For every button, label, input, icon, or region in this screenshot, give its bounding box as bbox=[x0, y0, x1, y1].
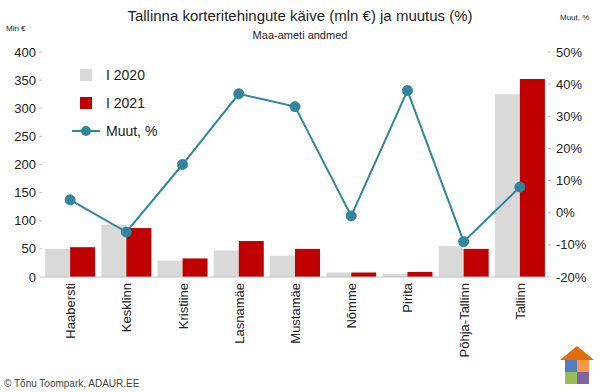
bar bbox=[295, 249, 320, 277]
y-tick-label: 250 bbox=[14, 129, 36, 144]
y-tick bbox=[39, 248, 42, 249]
y2-tick-label: 40% bbox=[556, 77, 582, 92]
y2-tick-label: 0% bbox=[556, 205, 575, 220]
legend-swatch bbox=[80, 69, 92, 81]
x-tick-label: Lasnamäe bbox=[232, 283, 247, 344]
y2-tick bbox=[548, 180, 551, 181]
x-tick-label: Kristiine bbox=[176, 283, 191, 329]
logo-roof bbox=[560, 346, 594, 360]
bar bbox=[439, 246, 464, 277]
x-tick-label: Kesklinn bbox=[119, 283, 134, 332]
x-tick-label: Pirita bbox=[400, 282, 415, 312]
y-tick bbox=[39, 136, 42, 137]
y-axis-label: Mln € bbox=[6, 24, 26, 33]
y2-tick bbox=[548, 244, 551, 245]
y2-tick bbox=[548, 84, 551, 85]
bar bbox=[45, 249, 70, 277]
logo-piece bbox=[577, 372, 589, 384]
y2-tick bbox=[548, 212, 551, 213]
logo-piece bbox=[577, 360, 589, 372]
y2-tick bbox=[548, 52, 551, 53]
legend-label: I 2020 bbox=[106, 67, 145, 83]
marker bbox=[234, 89, 244, 99]
y-tick bbox=[39, 108, 42, 109]
y-tick-label: 350 bbox=[14, 73, 36, 88]
y2-tick bbox=[548, 116, 551, 117]
annotation: © Tõnu Toompark, ADAUR.EE bbox=[4, 378, 140, 389]
y-tick-label: 150 bbox=[14, 185, 36, 200]
marker bbox=[178, 160, 188, 170]
bar bbox=[351, 273, 376, 278]
chart: Tallinna korteritehingute käive (mln €) … bbox=[0, 0, 600, 392]
y2-tick-label: 20% bbox=[556, 141, 582, 156]
marker bbox=[121, 227, 131, 237]
y-tick bbox=[39, 52, 42, 53]
y-tick bbox=[39, 192, 42, 193]
y-tick-label: 300 bbox=[14, 101, 36, 116]
y-tick-label: 100 bbox=[14, 213, 36, 228]
bar bbox=[407, 272, 432, 277]
marker bbox=[515, 182, 525, 192]
y2-tick bbox=[548, 148, 551, 149]
bar bbox=[183, 258, 208, 277]
logo bbox=[560, 346, 594, 384]
legend-swatch bbox=[80, 97, 92, 109]
y2-tick-label: -20% bbox=[556, 270, 587, 285]
x-axis bbox=[42, 277, 548, 278]
subtitle: Maa-ameti andmed bbox=[253, 29, 348, 41]
legend-marker bbox=[81, 126, 91, 136]
y2-tick bbox=[548, 277, 551, 278]
bar bbox=[520, 79, 545, 277]
y-tick bbox=[39, 220, 42, 221]
marker bbox=[65, 195, 75, 205]
logo-piece bbox=[565, 360, 577, 372]
marker bbox=[346, 211, 356, 221]
bar bbox=[70, 247, 95, 277]
x-tick-label: Põhja-Tallinn bbox=[457, 283, 472, 357]
x-tick-label: Nõmme bbox=[344, 283, 359, 329]
y-tick-label: 200 bbox=[14, 157, 36, 172]
logo-piece bbox=[565, 372, 577, 384]
y2-tick-label: 50% bbox=[556, 45, 582, 60]
y-tick bbox=[39, 164, 42, 165]
line bbox=[70, 91, 520, 242]
bar bbox=[239, 241, 264, 277]
y-tick bbox=[39, 80, 42, 81]
y2-tick-label: 10% bbox=[556, 173, 582, 188]
y2-axis-label: Muut, % bbox=[560, 13, 589, 22]
y-tick bbox=[39, 277, 42, 278]
x-tick-label: Haabersti bbox=[63, 283, 78, 339]
bar bbox=[326, 273, 351, 278]
legend-label: Muut, % bbox=[106, 123, 157, 139]
x-tick-label: Mustamäe bbox=[288, 283, 303, 344]
plot-area bbox=[45, 79, 545, 277]
bar bbox=[464, 249, 489, 277]
y-tick-label: 400 bbox=[14, 45, 36, 60]
x-tick-label: Tallinn bbox=[513, 283, 528, 320]
bar bbox=[270, 256, 295, 277]
y-tick-label: 0 bbox=[29, 270, 36, 285]
legend-label: I 2021 bbox=[106, 95, 145, 111]
y2-tick-label: 30% bbox=[556, 109, 582, 124]
y-tick-label: 50 bbox=[22, 241, 36, 256]
bar bbox=[158, 261, 183, 277]
marker bbox=[402, 86, 412, 96]
title: Tallinna korteritehingute käive (mln €) … bbox=[127, 7, 472, 24]
bar bbox=[214, 251, 239, 277]
bar bbox=[382, 274, 407, 277]
y2-tick-label: -10% bbox=[556, 237, 587, 252]
marker bbox=[459, 237, 469, 247]
marker bbox=[290, 102, 300, 112]
